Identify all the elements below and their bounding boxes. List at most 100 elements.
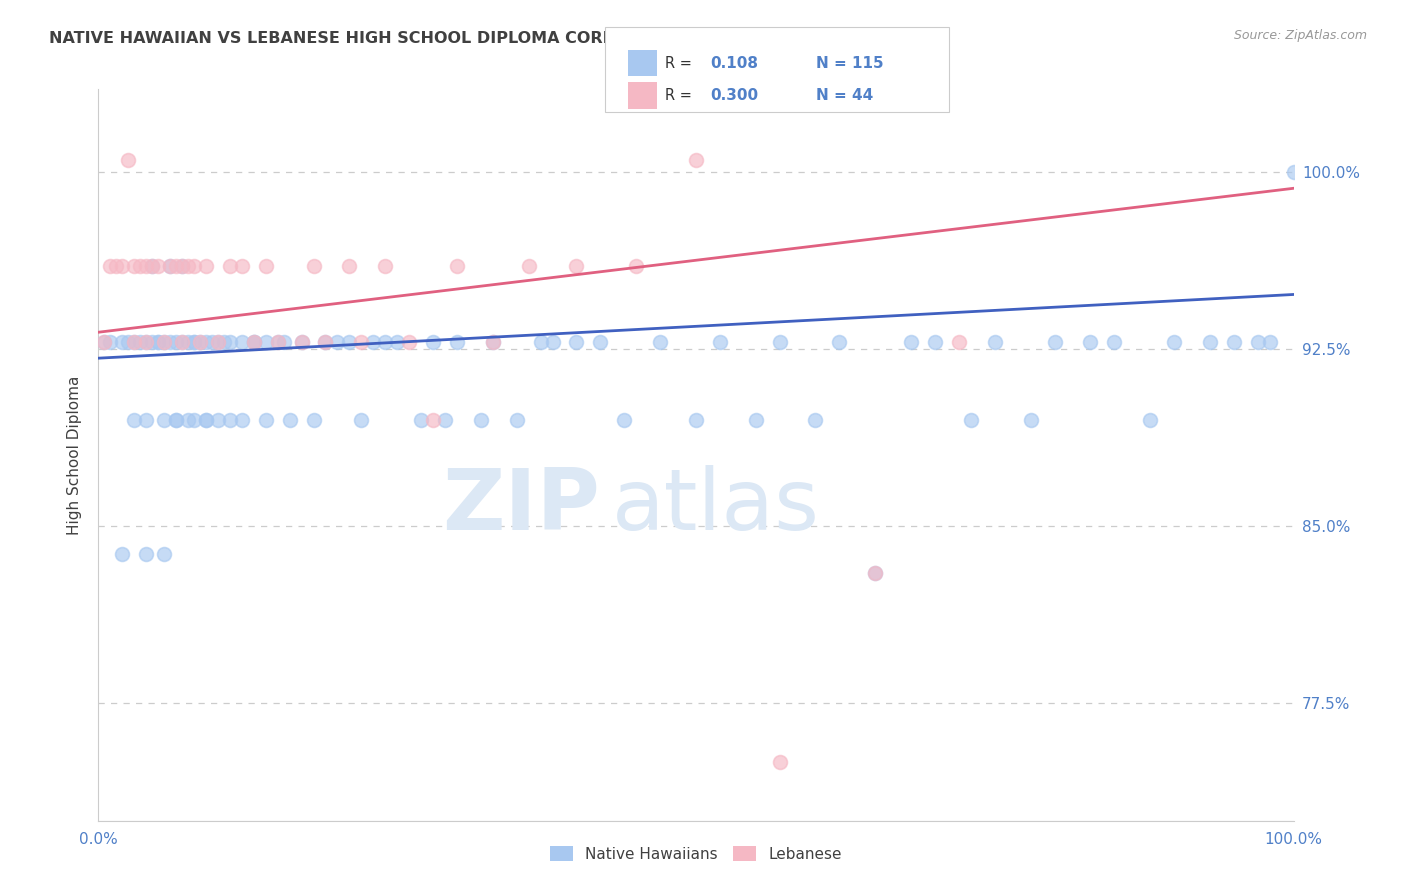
Point: [207, 334, 229, 349]
Point: [231, 334, 253, 349]
Point: [302, 259, 325, 273]
Point: [141, 334, 163, 349]
Point: [254, 334, 277, 349]
Point: [172, 259, 194, 273]
Point: [273, 334, 295, 349]
Point: [254, 259, 277, 273]
Point: [541, 334, 564, 349]
Point: [219, 259, 242, 273]
Point: [243, 334, 266, 349]
Point: [195, 412, 218, 426]
Point: [165, 412, 187, 426]
Point: [183, 334, 205, 349]
Point: [960, 412, 983, 426]
Point: [141, 259, 163, 273]
Point: [1258, 334, 1281, 349]
Point: [865, 566, 887, 580]
Y-axis label: High School Diploma: High School Diploma: [67, 376, 83, 534]
Point: [828, 334, 851, 349]
Text: atlas: atlas: [613, 465, 820, 548]
Point: [768, 755, 790, 769]
Point: [111, 334, 134, 349]
Point: [291, 334, 314, 349]
Point: [374, 334, 396, 349]
Point: [709, 334, 731, 349]
Point: [243, 334, 266, 349]
Point: [129, 334, 152, 349]
Point: [1019, 412, 1042, 426]
Point: [243, 334, 266, 349]
Point: [685, 412, 707, 426]
Text: N = 115: N = 115: [817, 55, 884, 70]
Point: [177, 259, 200, 273]
Point: [374, 259, 396, 273]
Point: [1104, 334, 1126, 349]
Text: 0.300: 0.300: [710, 88, 758, 103]
Point: [183, 334, 205, 349]
Point: [219, 412, 242, 426]
Point: [648, 334, 672, 349]
Point: [517, 259, 540, 273]
Point: [1282, 165, 1305, 179]
Point: [481, 334, 505, 349]
Point: [1247, 334, 1270, 349]
Point: [219, 334, 242, 349]
Point: [302, 412, 325, 426]
Point: [105, 259, 128, 273]
Text: NATIVE HAWAIIAN VS LEBANESE HIGH SCHOOL DIPLOMA CORRELATION CHART: NATIVE HAWAIIAN VS LEBANESE HIGH SCHOOL …: [49, 31, 758, 46]
Point: [188, 334, 211, 349]
Text: Source: ZipAtlas.com: Source: ZipAtlas.com: [1233, 29, 1367, 42]
Point: [159, 334, 181, 349]
Point: [339, 259, 361, 273]
Point: [172, 334, 194, 349]
Point: [129, 259, 152, 273]
Point: [1223, 334, 1246, 349]
Point: [117, 153, 139, 167]
Point: [434, 412, 457, 426]
Point: [98, 334, 122, 349]
Point: [446, 334, 468, 349]
Point: [948, 334, 970, 349]
Text: R =: R =: [665, 55, 696, 70]
Point: [183, 259, 205, 273]
Point: [153, 334, 176, 349]
Point: [446, 259, 468, 273]
Point: [135, 412, 157, 426]
Point: [254, 412, 277, 426]
Point: [135, 334, 157, 349]
Point: [177, 412, 200, 426]
Point: [865, 566, 887, 580]
Point: [195, 259, 218, 273]
Point: [1163, 334, 1185, 349]
Point: [565, 334, 588, 349]
Point: [626, 259, 648, 273]
Point: [165, 412, 187, 426]
Point: [135, 547, 157, 561]
Point: [195, 412, 218, 426]
Point: [135, 334, 157, 349]
Text: R =: R =: [665, 88, 696, 103]
Point: [422, 412, 444, 426]
Point: [153, 547, 176, 561]
Point: [924, 334, 946, 349]
Point: [470, 412, 492, 426]
Point: [195, 334, 218, 349]
Point: [506, 412, 529, 426]
Point: [165, 334, 187, 349]
Point: [111, 547, 134, 561]
Point: [481, 334, 505, 349]
Point: [188, 334, 211, 349]
Point: [177, 334, 200, 349]
Point: [212, 334, 235, 349]
Point: [159, 259, 181, 273]
Point: [231, 259, 253, 273]
Point: [98, 259, 122, 273]
Point: [315, 334, 337, 349]
Point: [685, 153, 707, 167]
Point: [350, 412, 373, 426]
Point: [291, 334, 314, 349]
Point: [385, 334, 409, 349]
Point: [207, 412, 229, 426]
Point: [124, 259, 146, 273]
Point: [141, 259, 163, 273]
